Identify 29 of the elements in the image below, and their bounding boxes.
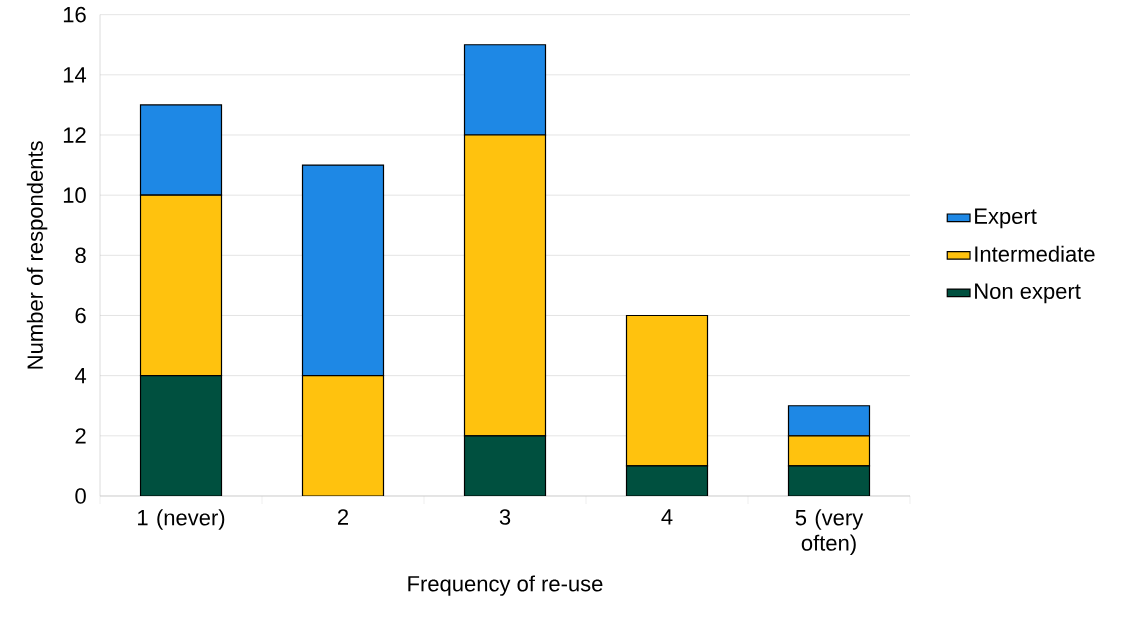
- x-tick-label: 3: [499, 509, 511, 525]
- bar: [463, 435, 547, 496]
- bar: [301, 164, 385, 377]
- y-tick-label: 4: [74, 368, 87, 384]
- x-tick-label: 1 (never): [138, 509, 225, 530]
- bar: [787, 435, 871, 467]
- y-tick-label: 12: [63, 127, 86, 143]
- bar: [139, 194, 223, 377]
- x-tick-label: 2: [337, 509, 349, 525]
- y-tick-label: 2: [75, 428, 86, 444]
- y-tick-label: 8: [75, 247, 86, 264]
- bar: [787, 465, 871, 496]
- bar: [139, 375, 223, 496]
- y-tick-label: 6: [75, 307, 86, 324]
- bar: [625, 465, 709, 496]
- y-tick-label: 16: [63, 6, 86, 23]
- x-tick-label: 5 (very often): [795, 509, 864, 556]
- bar: [301, 375, 385, 496]
- bar: [625, 314, 709, 467]
- legend-label: Expert: [975, 208, 1037, 229]
- x-axis-title: Frequency of re-use: [408, 575, 603, 596]
- y-tick-label: 0: [75, 488, 86, 504]
- bar: [463, 134, 547, 437]
- y-axis-title: Number of respondents: [26, 141, 48, 369]
- y-tick-label: 14: [63, 67, 87, 83]
- y-tick-label: 10: [63, 187, 86, 203]
- x-tick-label: 4: [661, 509, 673, 525]
- legend-label: Intermediate: [975, 245, 1095, 262]
- legend-label: Non expert: [975, 283, 1081, 304]
